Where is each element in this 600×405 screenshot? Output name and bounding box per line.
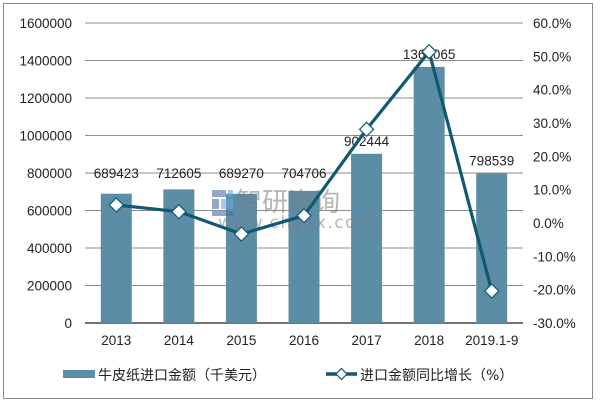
right-axis-tick-label: 40.0% (533, 83, 571, 98)
bar-2018[interactable] (413, 66, 445, 323)
left-axis-tick-label: 800000 (27, 166, 72, 181)
right-axis: 60.0% 50.0% 40.0% 30.0% 20.0% 10.0% 0.0% -10.0%… (533, 16, 576, 331)
watermark-logo-icon (212, 190, 233, 216)
diamond-marker-icon[interactable] (358, 121, 375, 138)
x-axis-tick-label: 2016 (289, 333, 319, 348)
right-axis-tick-label: 30.0% (533, 116, 571, 131)
x-axis-tick-label: 2014 (164, 333, 195, 348)
bar-data-label: 689270 (219, 166, 264, 181)
line-series (108, 43, 500, 299)
left-axis-tick-label: 1600000 (19, 16, 72, 31)
x-axis-tick-label: 2019.1-9 (465, 333, 518, 348)
left-axis: 1600000 1400000 1200000 1000000 800000 600000… (19, 16, 72, 331)
x-axis-tick-label: 2017 (352, 333, 382, 348)
diamond-marker-icon[interactable] (108, 197, 125, 213)
bar-data-label: 689423 (94, 166, 139, 181)
right-axis-tick-label: 10.0% (533, 183, 571, 198)
x-axis: 2013 2014 2015 2016 2017 2018 2019.1-9 (101, 333, 518, 348)
left-axis-tick-label: 200000 (27, 279, 72, 294)
bar-data-label: 712605 (156, 166, 201, 181)
left-axis-tick-label: 1200000 (19, 91, 72, 106)
right-axis-tick-label: 50.0% (533, 49, 571, 64)
legend-line-label: 进口金额同比增长（%） (360, 368, 513, 384)
right-axis-tick-label: -30.0% (533, 316, 576, 331)
legend: 牛皮纸进口金额（千美元） 进口金额同比增长（%） (63, 367, 513, 384)
bar-data-label: 704706 (281, 166, 326, 181)
x-axis-tick-label: 2013 (101, 333, 131, 348)
right-axis-tick-label: -20.0% (533, 283, 576, 298)
legend-bar-swatch-icon (63, 370, 95, 378)
left-axis-tick-label: 400000 (27, 241, 72, 256)
left-axis-tick-label: 1400000 (19, 54, 72, 69)
right-axis-tick-label: -10.0% (533, 249, 576, 264)
watermark-brand: 智研咨询 (236, 188, 340, 218)
right-axis-tick-label: 60.0% (533, 16, 571, 31)
x-axis-tick-label: 2015 (226, 333, 256, 348)
diamond-marker-icon[interactable] (233, 226, 250, 242)
legend-diamond-marker-icon (335, 367, 348, 381)
diamond-marker-icon[interactable] (296, 207, 312, 224)
legend-item-bar[interactable]: 牛皮纸进口金额（千美元） (63, 368, 266, 384)
diamond-marker-icon[interactable] (483, 283, 500, 299)
diamond-marker-icon[interactable] (171, 203, 187, 220)
bar-data-label: 798539 (469, 153, 514, 168)
left-axis-tick-label: 1000000 (19, 129, 72, 144)
left-axis-tick-label: 600000 (27, 204, 72, 219)
diamond-marker-icon[interactable] (421, 43, 437, 60)
x-axis-tick-label: 2018 (414, 333, 444, 348)
legend-bar-label: 牛皮纸进口金额（千美元） (98, 368, 266, 384)
legend-item-line[interactable]: 进口金额同比增长（%） (326, 367, 513, 384)
bar-2017[interactable] (351, 153, 383, 323)
bar-data-labels: 6894237126056892707047069024441366065798… (94, 47, 514, 181)
bar-2013[interactable] (100, 193, 132, 323)
right-axis-tick-label: 20.0% (533, 149, 571, 164)
left-axis-tick-label: 0 (64, 316, 72, 331)
right-axis-tick-label: 0.0% (533, 216, 564, 231)
